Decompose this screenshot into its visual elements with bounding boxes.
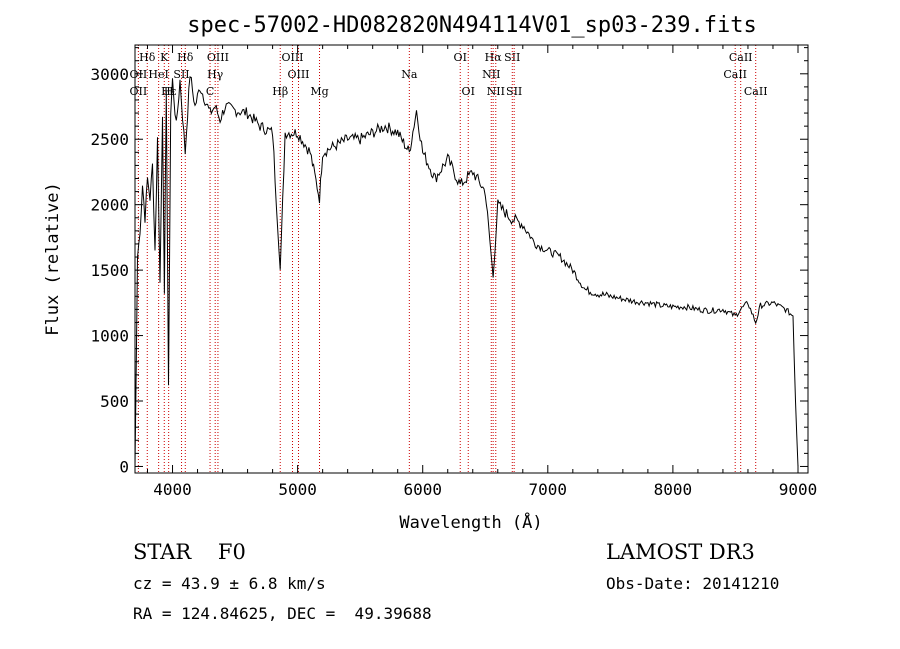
- x-tick-label-5000: 5000: [278, 480, 317, 499]
- line-label-19: Hα: [485, 51, 503, 64]
- line-label-7: Hδ: [177, 51, 194, 64]
- object-class: STAR F0: [133, 540, 246, 564]
- line-label-2: OII: [130, 85, 148, 98]
- y-axis: 0 500 1000 1500 2000 2500 3000: [90, 47, 808, 476]
- line-label-18: OI: [462, 85, 475, 98]
- line-label-13: OIII: [287, 68, 309, 81]
- y-tick-label-0: 0: [119, 457, 129, 476]
- line-label-3: K: [160, 51, 169, 64]
- line-label-17: OI: [454, 51, 467, 64]
- y-tick-label-1000: 1000: [90, 327, 129, 346]
- y-tick-label-500: 500: [100, 392, 129, 411]
- x-tick-label-7000: 7000: [529, 480, 568, 499]
- y-tick-label-1500: 1500: [90, 261, 129, 280]
- ra-dec-text: RA = 124.84625, DEC = 49.39688: [133, 604, 432, 623]
- line-label-20: SII: [504, 51, 520, 64]
- y-axis-label: Flux (relative): [43, 182, 63, 336]
- spectral-line-markers: Hδ OII OII K HeI HHε Hδ SII OIII Hγ C OIII OIII Hβ Mg N…: [130, 45, 768, 473]
- line-label-6: Hε: [161, 85, 177, 98]
- line-label-24: CaII: [729, 51, 753, 64]
- line-label-26: CaII: [744, 85, 768, 98]
- line-label-22: NII: [487, 85, 505, 98]
- line-label-12: OIII: [281, 51, 303, 64]
- plot-frame: [134, 44, 809, 474]
- spectrum-series-line: [134, 76, 799, 467]
- y-tick-label-3000: 3000: [90, 65, 129, 84]
- line-label-16: Na: [401, 68, 418, 81]
- chart-title: spec-57002-HD082820N494114V01_sp03-239.f…: [187, 13, 757, 38]
- x-tick-label-4000: 4000: [153, 480, 192, 499]
- line-label-0: Hδ: [139, 51, 156, 64]
- x-tick-label-6000: 6000: [403, 480, 442, 499]
- line-label-25: CaII: [723, 68, 747, 81]
- x-tick-label-8000: 8000: [654, 480, 693, 499]
- line-label-5: H: [164, 85, 174, 98]
- x-axis-label: Wavelength (Å): [399, 511, 542, 533]
- y-tick-label-2500: 2500: [90, 130, 129, 149]
- redshift-text: cz = 43.9 ± 6.8 km/s: [133, 574, 326, 593]
- line-label-21: NII: [482, 68, 500, 81]
- line-label-11: C: [206, 85, 214, 98]
- line-label-14: Hβ: [272, 85, 288, 98]
- line-label-1: OII: [130, 68, 148, 81]
- line-label-15: Mg: [310, 85, 328, 98]
- line-label-23: SII: [506, 85, 522, 98]
- obs-date-text: Obs-Date: 20141210: [606, 574, 780, 593]
- y-tick-label-2000: 2000: [90, 196, 129, 215]
- x-tick-label-9000: 9000: [779, 480, 818, 499]
- line-label-9: OIII: [207, 51, 229, 64]
- line-label-8: SII: [173, 68, 189, 81]
- line-label-10: Hγ: [207, 68, 224, 81]
- x-axis: 4000 5000 6000 7000 8000 9000: [147, 45, 818, 499]
- line-label-4: HeI: [148, 68, 168, 81]
- survey-name: LAMOST DR3: [606, 540, 755, 564]
